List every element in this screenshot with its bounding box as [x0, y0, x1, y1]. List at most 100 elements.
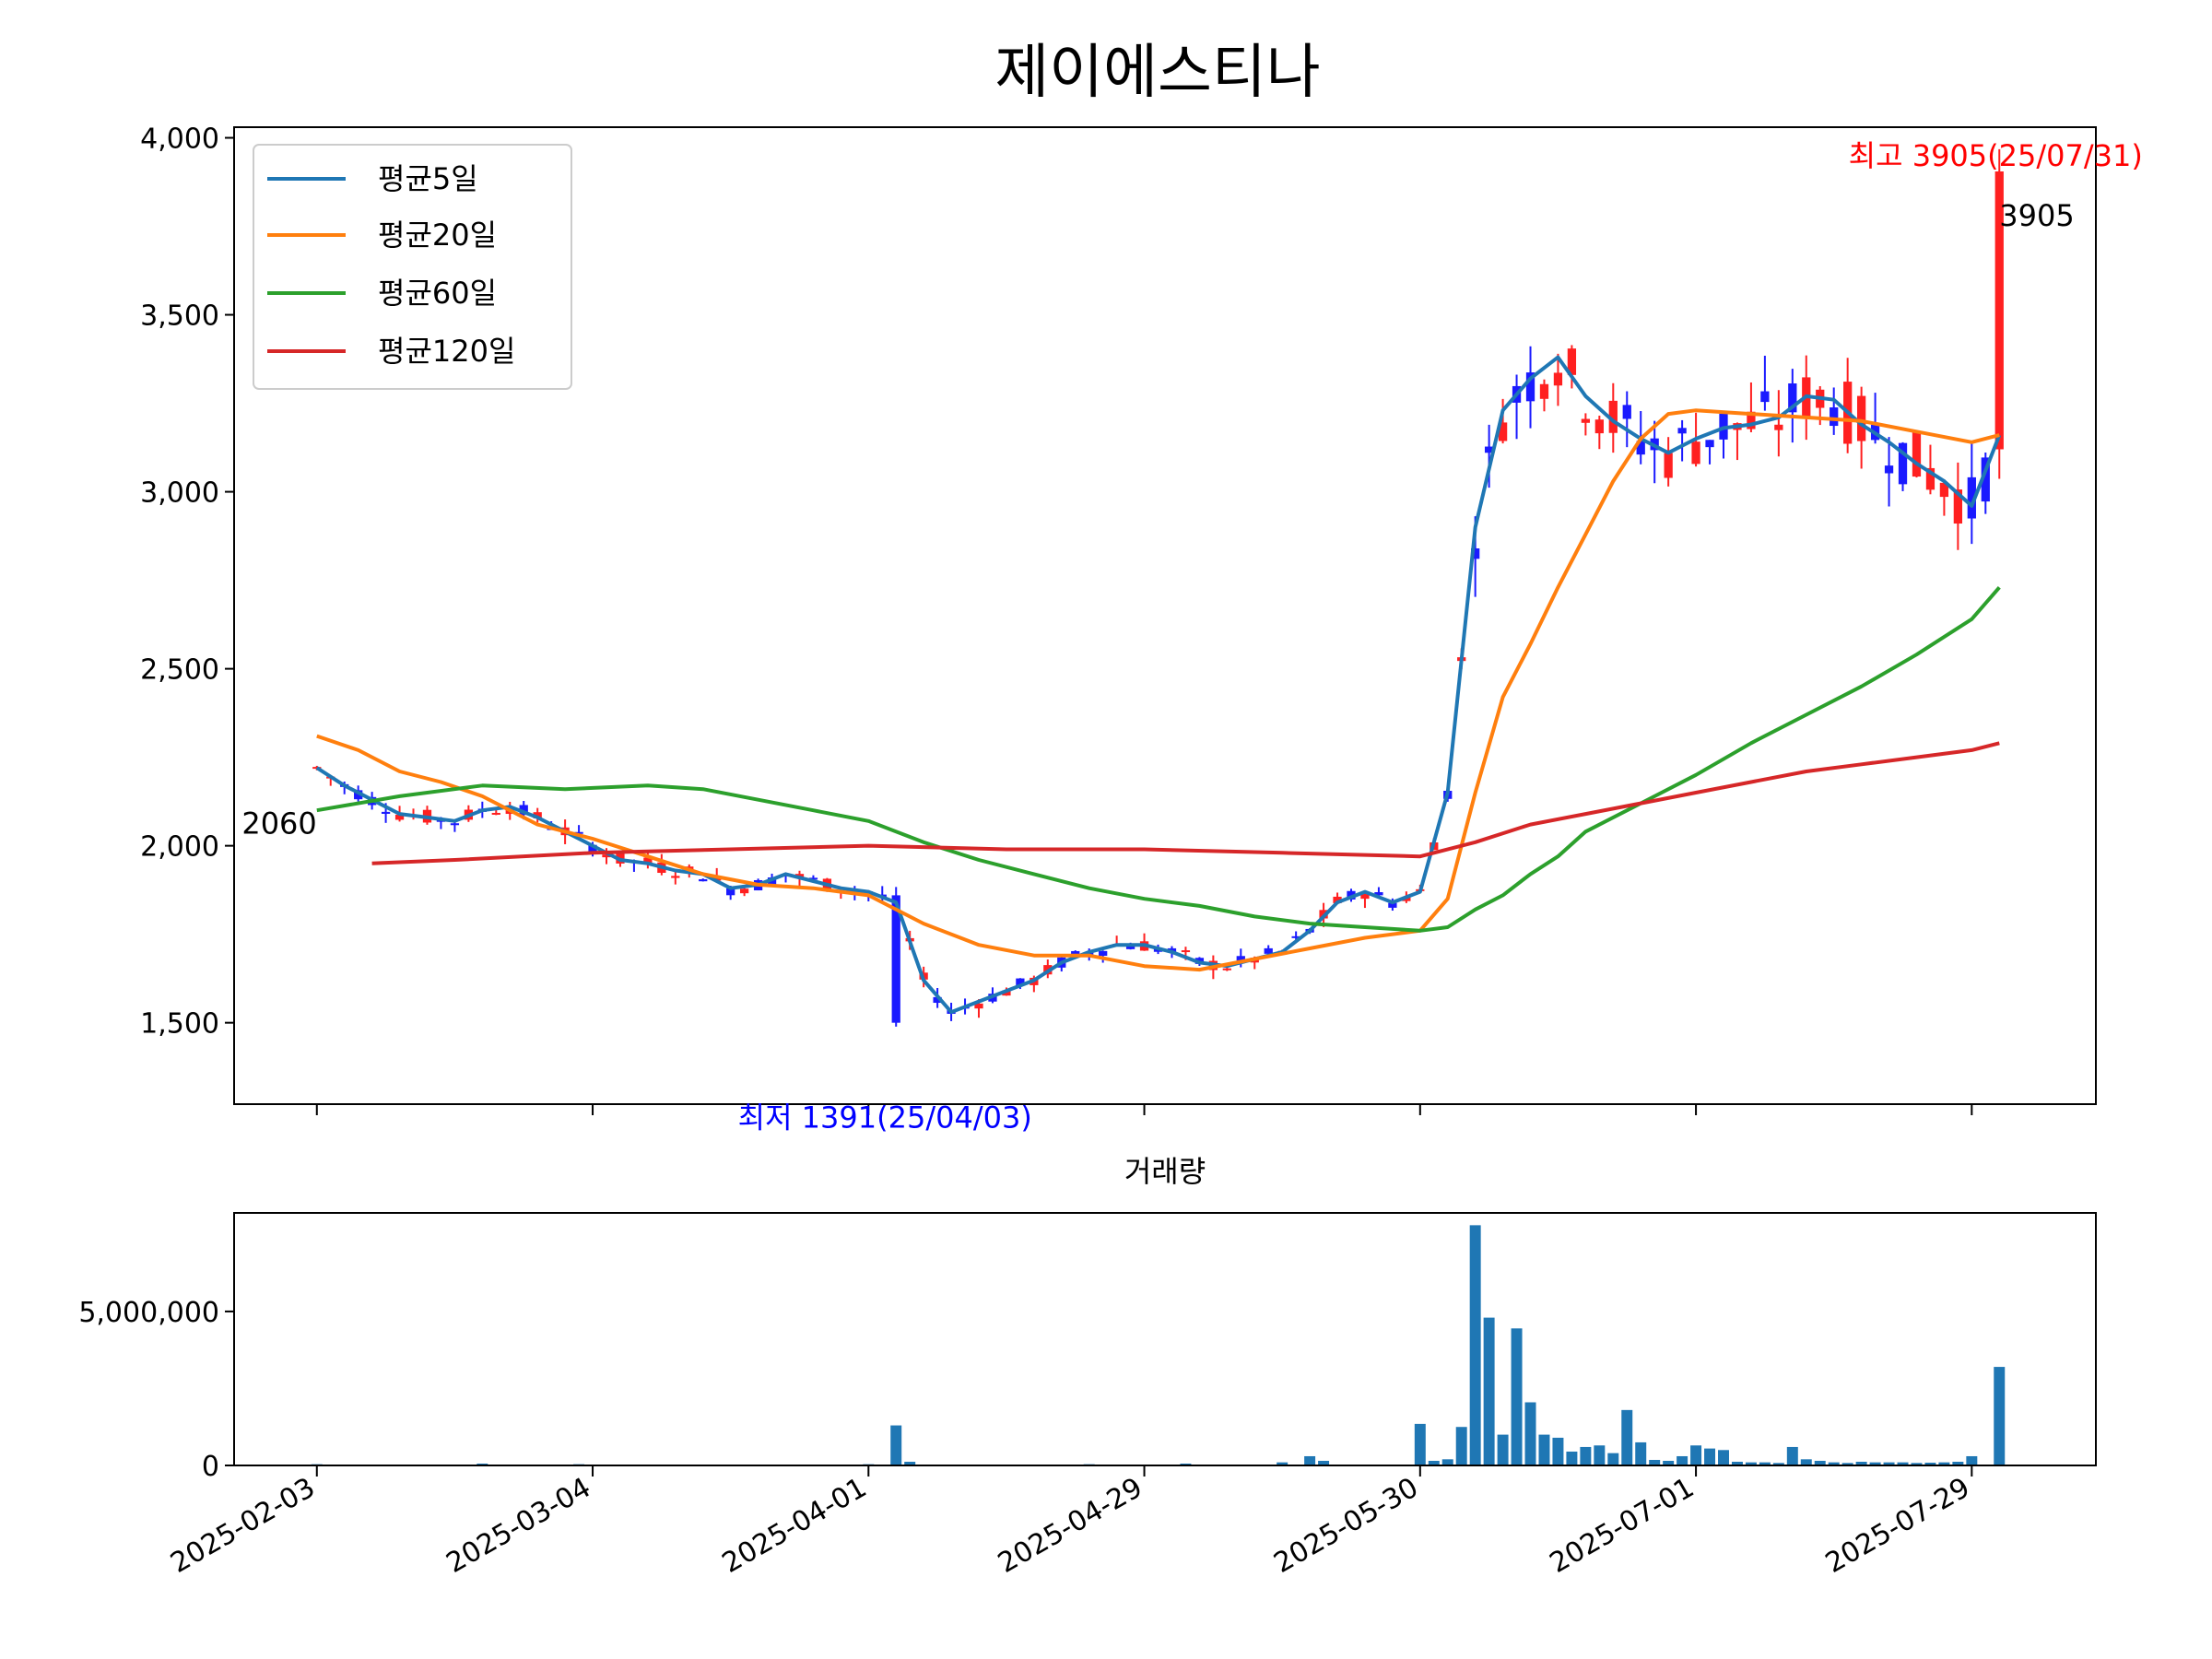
volume-axes-frame — [233, 1212, 2097, 1466]
price-y-tick-label: 2,000 — [140, 831, 219, 864]
price-y-tick-label: 3,000 — [140, 477, 219, 510]
candle-body — [671, 876, 680, 878]
volume-bar — [1786, 1446, 1798, 1465]
volume-bar — [1428, 1460, 1440, 1465]
volume-bar — [1663, 1460, 1675, 1465]
volume-bar — [1511, 1328, 1523, 1465]
candle-body — [450, 823, 460, 826]
volume-bar — [1897, 1462, 1909, 1465]
candle-body — [381, 811, 391, 814]
candle-body — [1388, 902, 1397, 908]
volume-bar — [1800, 1459, 1812, 1465]
candle-body — [933, 996, 942, 1004]
candle-body — [1622, 405, 1631, 419]
volume-bar — [1524, 1402, 1536, 1465]
candle-body — [574, 831, 583, 834]
candle-body — [643, 857, 653, 865]
candle-body — [1553, 372, 1563, 386]
volume-bar — [1469, 1225, 1481, 1465]
candle-body — [1898, 442, 1908, 485]
candle-body — [1981, 457, 1990, 502]
volume-bar — [1594, 1445, 1606, 1465]
volume-bar — [1855, 1461, 1867, 1465]
candle-body — [1594, 419, 1604, 434]
candle-body — [1608, 400, 1618, 433]
candle-body — [588, 844, 597, 853]
candle-body — [1016, 978, 1025, 986]
price-axes-frame — [233, 126, 2097, 1105]
volume-bar — [1718, 1450, 1729, 1465]
volume-bar — [1277, 1462, 1288, 1465]
candle-body — [1333, 896, 1342, 903]
volume-bar — [1704, 1448, 1716, 1465]
legend-label-ma120: 평균120일 — [378, 334, 515, 369]
legend-box — [253, 144, 572, 390]
candle-body — [1912, 431, 1922, 477]
candle-body — [974, 1003, 983, 1009]
candle-body — [1498, 422, 1508, 441]
volume-bar — [904, 1461, 916, 1465]
candle-body — [1994, 171, 2004, 450]
candle-body — [1664, 453, 1673, 478]
volume-bar — [1304, 1455, 1316, 1465]
volume-bar — [1497, 1434, 1509, 1465]
candle-body — [1539, 383, 1549, 399]
candle-body — [1236, 956, 1245, 961]
volume-bar — [1649, 1459, 1661, 1465]
volume-bar — [1566, 1451, 1578, 1465]
volume-bar — [1731, 1461, 1743, 1465]
series-line-ma20 — [316, 408, 2000, 972]
volume-bar — [1690, 1445, 1702, 1465]
volume-y-axis: 0 5,000,000 — [78, 1297, 234, 1483]
volume-bar — [1869, 1462, 1881, 1465]
candle-body — [1222, 968, 1231, 971]
volume-bar — [1759, 1462, 1771, 1465]
price-x-ticks — [315, 1104, 1973, 1115]
price-y-tick-label: 3,500 — [140, 300, 219, 333]
volume-bar — [1677, 1455, 1688, 1465]
candle-body — [1484, 446, 1494, 453]
volume-bar — [1828, 1462, 1840, 1465]
price-y-tick-label: 2,500 — [140, 654, 219, 687]
price-plot-area — [312, 148, 2004, 1027]
candle-body — [1884, 465, 1894, 474]
volume-bar — [1883, 1462, 1895, 1465]
candle-body — [1360, 894, 1370, 900]
candle-body — [739, 888, 749, 894]
volume-bar — [1635, 1441, 1647, 1465]
candle-body — [1677, 428, 1687, 434]
annotation-high: 최고 3905(25/07/31) — [1849, 138, 2143, 173]
candle-body — [1002, 990, 1011, 996]
candle-body — [726, 888, 735, 896]
volume-bar — [477, 1463, 488, 1465]
volume-bar — [1745, 1462, 1757, 1465]
candle-body — [1939, 482, 1949, 498]
annotation-start: 2060 — [241, 806, 316, 841]
series-line-ma120 — [371, 741, 2000, 865]
volume-bar — [1924, 1462, 1936, 1465]
candle-body — [1471, 547, 1480, 559]
volume-bar — [1552, 1437, 1564, 1465]
volume-bar — [1841, 1463, 1853, 1465]
candle-body — [1774, 424, 1783, 430]
candle-body — [394, 815, 405, 820]
candle-body — [1760, 391, 1770, 403]
candle-body — [767, 877, 777, 887]
candle-body — [1788, 383, 1797, 413]
volume-bar — [1414, 1423, 1426, 1465]
price-y-tick-label: 1,500 — [140, 1008, 219, 1041]
candle-body — [1374, 892, 1383, 896]
price-y-tick-label: 4,000 — [140, 124, 219, 156]
series-line-ma5 — [315, 355, 2002, 1015]
series-line-ma60 — [316, 585, 2001, 933]
volume-bar — [1938, 1462, 1950, 1465]
volume-bar — [1966, 1455, 1978, 1465]
candle-body — [1953, 489, 1963, 524]
candle-body — [1125, 946, 1135, 949]
volume-bar — [1483, 1317, 1495, 1465]
candle-body — [1581, 418, 1591, 423]
volume-bar — [1994, 1367, 2006, 1465]
candle-body — [491, 812, 500, 815]
candle-body — [519, 805, 528, 816]
volume-plot-area — [311, 1225, 2006, 1465]
